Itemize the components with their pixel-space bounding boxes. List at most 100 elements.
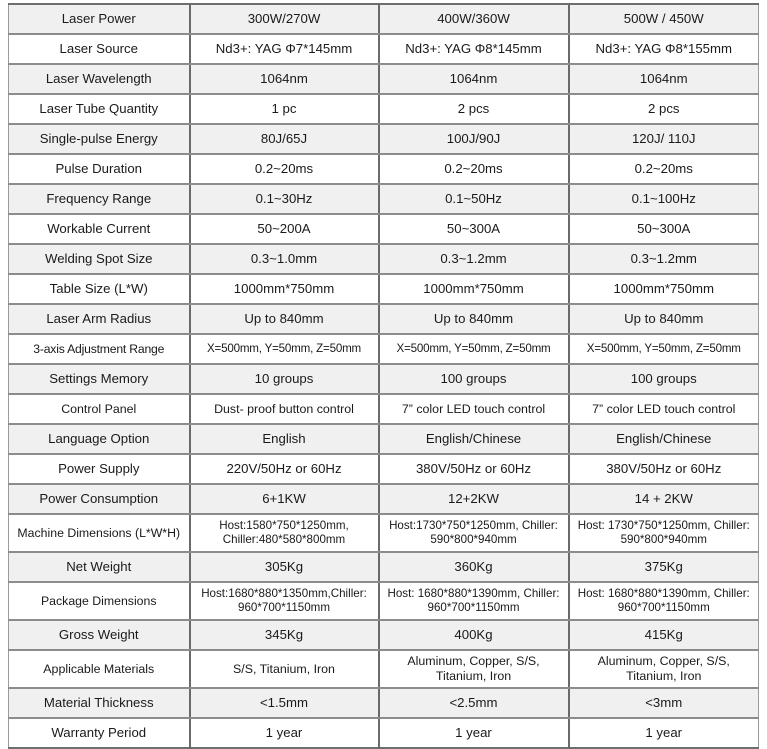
- row-value-col3: Aluminum, Copper, S/S, Titanium, Iron: [568, 650, 759, 689]
- row-value-col2: 0.1~50Hz: [378, 184, 570, 215]
- row-value-col1: 1 pc: [189, 94, 380, 125]
- row-value-col2: Nd3+: YAG Φ8*145mm: [378, 34, 570, 65]
- row-label: Workable Current: [8, 214, 191, 245]
- row-value-col3: 415Kg: [568, 620, 759, 651]
- table-row: Package Dimensions Host:1680*880*1350mm,…: [8, 582, 759, 621]
- table-row: Power Supply 220V/50Hz or 60Hz 380V/50Hz…: [8, 454, 759, 485]
- row-value-col1: 305Kg: [189, 552, 380, 583]
- row-value-col1: 0.3~1.0mm: [189, 244, 380, 275]
- row-value-col2: 400W/360W: [378, 4, 570, 35]
- row-value-col2: 380V/50Hz or 60Hz: [378, 454, 570, 485]
- row-value-col3: 2 pcs: [568, 94, 759, 125]
- specification-table-body: Laser Power 300W/270W 400W/360W 500W / 4…: [8, 4, 759, 748]
- row-value-col2: 2 pcs: [378, 94, 570, 125]
- row-value-col2: X=500mm, Y=50mm, Z=50mm: [378, 334, 570, 365]
- row-value-col2: Host:1730*750*1250mm, Chiller: 590*800*9…: [378, 514, 570, 553]
- specification-table-container: Laser Power 300W/270W 400W/360W 500W / 4…: [8, 3, 759, 749]
- row-label: Laser Tube Quantity: [8, 94, 191, 125]
- row-value-col3: 375Kg: [568, 552, 759, 583]
- row-value-col3: Up to 840mm: [568, 304, 759, 335]
- row-value-col2: <2.5mm: [378, 688, 570, 719]
- row-value-col2: 100J/90J: [378, 124, 570, 155]
- row-value-col3: X=500mm, Y=50mm, Z=50mm: [568, 334, 759, 365]
- row-label: Frequency Range: [8, 184, 191, 215]
- row-label: Pulse Duration: [8, 154, 191, 185]
- row-label: Laser Arm Radius: [8, 304, 191, 335]
- row-value-col2: 100 groups: [378, 364, 570, 395]
- row-value-col2: English/Chinese: [378, 424, 570, 455]
- table-row: Frequency Range 0.1~30Hz 0.1~50Hz 0.1~10…: [8, 184, 759, 215]
- row-value-col3: 1 year: [568, 718, 759, 748]
- row-value-col3: <3mm: [568, 688, 759, 719]
- row-label: Power Consumption: [8, 484, 191, 515]
- table-row: Warranty Period 1 year 1 year 1 year: [8, 718, 759, 748]
- row-value-col2: 0.2~20ms: [378, 154, 570, 185]
- row-value-col1: Host:1580*750*1250mm, Chiller:480*580*80…: [189, 514, 380, 553]
- row-value-col3: 14 + 2KW: [568, 484, 759, 515]
- row-label: Language Option: [8, 424, 191, 455]
- row-value-col3: English/Chinese: [568, 424, 759, 455]
- specification-table: Laser Power 300W/270W 400W/360W 500W / 4…: [8, 3, 759, 749]
- table-row: Settings Memory 10 groups 100 groups 100…: [8, 364, 759, 395]
- row-value-col3: 1064nm: [568, 64, 759, 95]
- row-value-col1: 220V/50Hz or 60Hz: [189, 454, 380, 485]
- row-label: Single-pulse Energy: [8, 124, 191, 155]
- row-label: Power Supply: [8, 454, 191, 485]
- row-label: Laser Power: [8, 4, 191, 35]
- row-value-col2: Host: 1680*880*1390mm, Chiller: 960*700*…: [378, 582, 570, 621]
- row-value-col1: 0.2~20ms: [189, 154, 380, 185]
- row-value-col2: 50~300A: [378, 214, 570, 245]
- row-value-col1: S/S, Titanium, Iron: [189, 650, 380, 689]
- row-value-col3: 1000mm*750mm: [568, 274, 759, 305]
- table-row: Single-pulse Energy 80J/65J 100J/90J 120…: [8, 124, 759, 155]
- row-value-col1: 80J/65J: [189, 124, 380, 155]
- row-value-col2: 400Kg: [378, 620, 570, 651]
- row-value-col3: Host: 1680*880*1390mm, Chiller: 960*700*…: [568, 582, 759, 621]
- table-row: Welding Spot Size 0.3~1.0mm 0.3~1.2mm 0.…: [8, 244, 759, 275]
- row-value-col1: 50~200A: [189, 214, 380, 245]
- row-value-col1: 0.1~30Hz: [189, 184, 380, 215]
- table-row: Laser Tube Quantity 1 pc 2 pcs 2 pcs: [8, 94, 759, 125]
- row-value-col3: 380V/50Hz or 60Hz: [568, 454, 759, 485]
- table-row: Language Option English English/Chinese …: [8, 424, 759, 455]
- row-label: Machine Dimensions (L*W*H): [8, 514, 191, 553]
- row-value-col1: Nd3+: YAG Φ7*145mm: [189, 34, 380, 65]
- row-label: Control Panel: [8, 394, 191, 425]
- row-value-col3: 0.1~100Hz: [568, 184, 759, 215]
- row-label: Applicable Materials: [8, 650, 191, 689]
- table-row: 3-axis Adjustment Range X=500mm, Y=50mm,…: [8, 334, 759, 365]
- table-row: Applicable Materials S/S, Titanium, Iron…: [8, 650, 759, 689]
- table-row: Laser Source Nd3+: YAG Φ7*145mm Nd3+: YA…: [8, 34, 759, 65]
- row-value-col3: Host: 1730*750*1250mm, Chiller: 590*800*…: [568, 514, 759, 553]
- row-label: Warranty Period: [8, 718, 191, 748]
- row-label: Welding Spot Size: [8, 244, 191, 275]
- table-row: Machine Dimensions (L*W*H) Host:1580*750…: [8, 514, 759, 553]
- table-row: Table Size (L*W) 1000mm*750mm 1000mm*750…: [8, 274, 759, 305]
- row-value-col3: 0.3~1.2mm: [568, 244, 759, 275]
- row-value-col1: Dust- proof button control: [189, 394, 380, 425]
- row-value-col1: 6+1KW: [189, 484, 380, 515]
- row-value-col1: 1064nm: [189, 64, 380, 95]
- row-label: Package Dimensions: [8, 582, 191, 621]
- row-value-col2: 360Kg: [378, 552, 570, 583]
- row-label: 3-axis Adjustment Range: [8, 334, 191, 365]
- row-label: Net Weight: [8, 552, 191, 583]
- table-row: Pulse Duration 0.2~20ms 0.2~20ms 0.2~20m…: [8, 154, 759, 185]
- row-label: Laser Source: [8, 34, 191, 65]
- row-value-col1: 1000mm*750mm: [189, 274, 380, 305]
- row-label: Material Thickness: [8, 688, 191, 719]
- row-label: Settings Memory: [8, 364, 191, 395]
- row-value-col2: 0.3~1.2mm: [378, 244, 570, 275]
- table-row: Laser Arm Radius Up to 840mm Up to 840mm…: [8, 304, 759, 335]
- row-value-col3: 7” color LED touch control: [568, 394, 759, 425]
- row-value-col2: Aluminum, Copper, S/S, Titanium, Iron: [378, 650, 570, 689]
- row-value-col1: <1.5mm: [189, 688, 380, 719]
- row-value-col2: Up to 840mm: [378, 304, 570, 335]
- row-value-col1: 10 groups: [189, 364, 380, 395]
- row-label: Laser Wavelength: [8, 64, 191, 95]
- row-label: Table Size (L*W): [8, 274, 191, 305]
- row-value-col3: Nd3+: YAG Φ8*155mm: [568, 34, 759, 65]
- row-value-col2: 7” color LED touch control: [378, 394, 570, 425]
- table-row: Control Panel Dust- proof button control…: [8, 394, 759, 425]
- row-label: Gross Weight: [8, 620, 191, 651]
